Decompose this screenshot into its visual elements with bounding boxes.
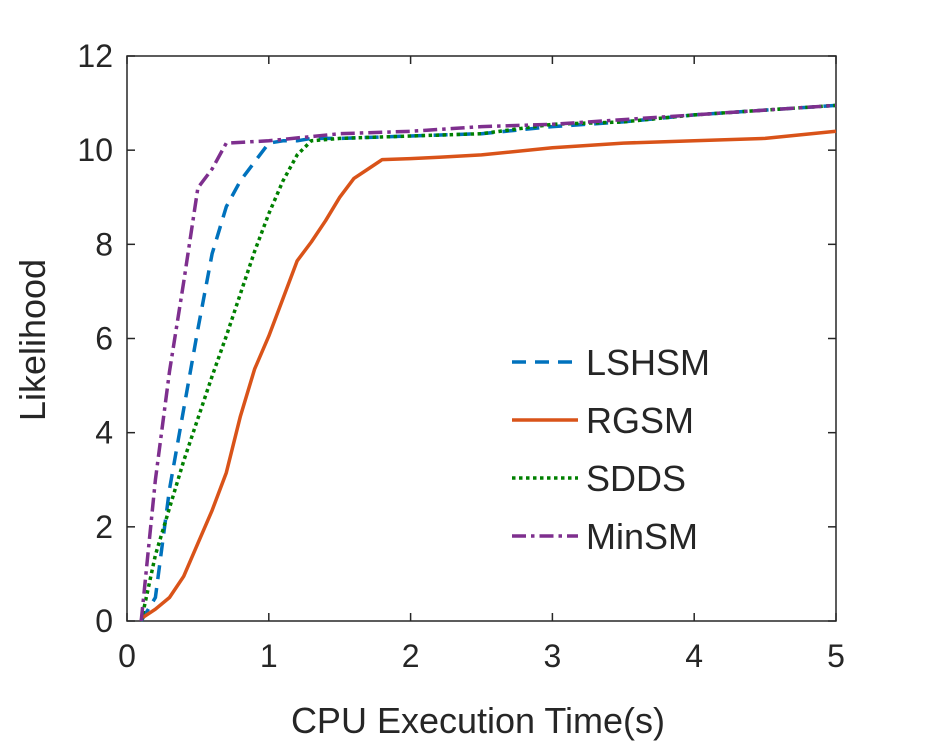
x-tick-label: 0 [118,638,136,674]
x-tick-label: 1 [260,638,278,674]
x-axis-label: CPU Execution Time(s) [291,700,665,741]
legend-label-rgsm: RGSM [586,400,694,441]
y-axis-ticks: 0 2 4 6 8 10 12 [77,38,836,639]
x-tick-label: 3 [544,638,562,674]
x-axis-ticks: 0 1 2 3 4 5 [118,56,845,674]
legend-label-minsm: MinSM [586,516,698,557]
y-tick-label: 8 [95,226,113,262]
series-line-sdds [139,103,837,622]
x-tick-label: 4 [685,638,703,674]
legend: LSHSM RGSM SDDS MinSM [512,342,710,557]
y-axis-label: Likelihood [12,259,53,421]
y-tick-label: 4 [95,415,113,451]
y-tick-label: 10 [77,132,113,168]
y-tick-label: 0 [95,603,113,639]
series-line-rgsm [140,129,837,621]
series-group [139,103,837,622]
x-tick-label: 5 [827,638,845,674]
series-line-minsm [139,103,837,622]
y-tick-label: 6 [95,321,113,357]
legend-label-lshsm: LSHSM [586,342,710,383]
x-tick-label: 2 [402,638,420,674]
series-line-lshsm [139,103,837,622]
y-tick-label: 12 [77,38,113,74]
y-tick-label: 2 [95,509,113,545]
legend-label-sdds: SDDS [586,458,686,499]
